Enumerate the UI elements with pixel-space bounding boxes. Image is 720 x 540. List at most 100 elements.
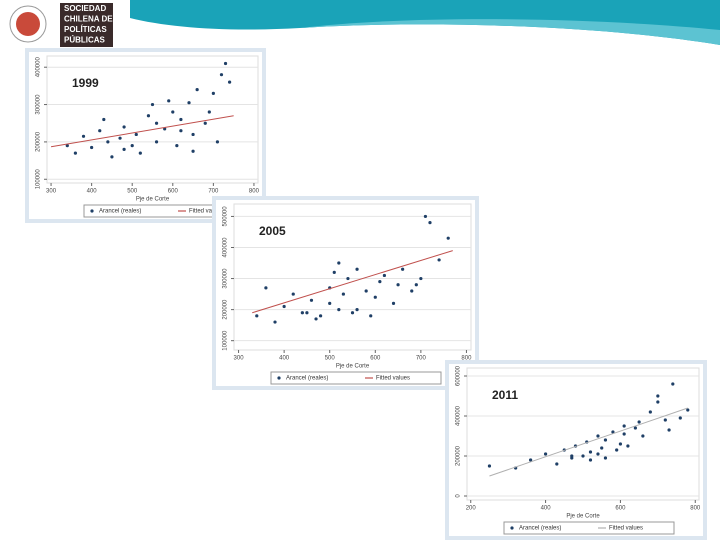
plot-area [46,55,259,184]
x-tick-label: 500 [127,189,138,195]
point [255,314,259,318]
x-tick-label: 700 [208,189,219,195]
point [656,400,660,404]
point [282,304,286,309]
fitted-line [50,115,234,148]
point [191,132,195,137]
point [596,434,600,438]
point [678,416,682,420]
point [588,458,593,462]
point [146,114,151,118]
point [622,432,626,436]
y-tick-label: 400000 [36,57,42,78]
x-axis-label: Pje de Corte [336,364,370,370]
point [305,311,309,315]
y-tick-label: 200000 [456,445,462,466]
point [318,314,323,318]
point [211,91,215,95]
point [603,456,608,460]
legend-box [503,521,675,535]
point [179,117,183,122]
legend-marker [510,526,514,530]
point [401,267,405,271]
point [364,289,368,293]
logo-box [60,3,113,47]
point [134,132,138,137]
legend-label: Arancel (reales) [519,526,561,532]
fitted-line [252,250,453,314]
point [667,428,671,432]
x-tick-label: 400 [279,356,290,362]
point [637,420,641,424]
plot-area [466,367,700,501]
point [122,125,126,129]
point [337,261,341,265]
chart-title: 2005 [259,224,286,238]
logo-line: CHILENA DE [64,15,113,24]
x-tick-label: 400 [87,189,98,195]
y-tick-label: 400000 [456,405,462,426]
point [309,298,314,302]
point [215,140,220,144]
point [581,454,585,458]
x-tick-label: 800 [461,356,472,362]
legend-marker [277,376,281,380]
x-axis-label: Pje de Corte [566,514,600,520]
point [618,442,623,446]
point [648,410,652,414]
point [378,280,382,284]
point [350,311,355,315]
point [154,121,159,125]
logo-line: PÚBLICAS [64,36,106,45]
point [570,454,574,458]
point [437,258,441,262]
chart-title: 2011 [492,388,518,402]
legend-marker [90,209,94,213]
point [671,382,675,386]
point [615,448,619,452]
point [663,418,667,422]
y-tick-label: 200000 [36,131,42,152]
point [337,308,341,312]
x-tick-label: 800 [690,506,701,512]
point [81,134,86,138]
logo-line: SOCIEDAD [64,4,106,13]
point [423,214,428,219]
y-tick-label: 500000 [223,206,229,227]
point [529,458,533,462]
logo-line: POLÍTICAS [64,25,107,34]
point [102,117,106,122]
point [122,147,126,151]
point [98,129,102,133]
x-tick-label: 600 [370,356,381,362]
logo-seal-inner [16,12,40,36]
point [219,73,224,77]
point [154,140,159,144]
y-tick-label: 300000 [223,268,229,289]
point [175,144,179,148]
x-tick-label: 800 [249,189,260,195]
legend-label: Fitted values [609,526,643,532]
point [207,110,211,114]
x-tick-label: 300 [234,356,245,362]
legend-label: Fitted values [189,209,223,215]
x-tick-label: 500 [325,356,336,362]
point [110,155,114,159]
x-tick-label: 400 [541,506,552,512]
point [622,424,626,428]
x-tick-label: 600 [615,506,626,512]
point [223,61,228,66]
point [641,434,645,438]
point [130,144,134,148]
point [341,292,345,296]
point [686,408,690,412]
fitted-line [489,407,688,477]
point [487,464,492,468]
x-tick-label: 600 [168,189,179,195]
point [187,101,191,105]
point [633,426,637,430]
point [167,99,171,103]
point [446,236,450,240]
